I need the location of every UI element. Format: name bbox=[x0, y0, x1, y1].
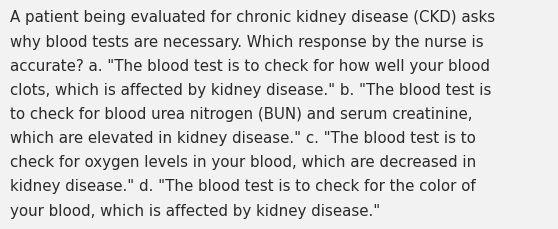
Text: to check for blood urea nitrogen (BUN) and serum creatinine,: to check for blood urea nitrogen (BUN) a… bbox=[10, 106, 473, 121]
Text: clots, which is affected by kidney disease." b. "The blood test is: clots, which is affected by kidney disea… bbox=[10, 82, 492, 97]
Text: accurate? a. "The blood test is to check for how well your blood: accurate? a. "The blood test is to check… bbox=[10, 58, 490, 73]
Text: A patient being evaluated for chronic kidney disease (CKD) asks: A patient being evaluated for chronic ki… bbox=[10, 10, 495, 25]
Text: check for oxygen levels in your blood, which are decreased in: check for oxygen levels in your blood, w… bbox=[10, 155, 477, 169]
Text: kidney disease." d. "The blood test is to check for the color of: kidney disease." d. "The blood test is t… bbox=[10, 179, 476, 194]
Text: your blood, which is affected by kidney disease.": your blood, which is affected by kidney … bbox=[10, 203, 381, 218]
Text: which are elevated in kidney disease." c. "The blood test is to: which are elevated in kidney disease." c… bbox=[10, 131, 476, 145]
Text: why blood tests are necessary. Which response by the nurse is: why blood tests are necessary. Which res… bbox=[10, 34, 484, 49]
